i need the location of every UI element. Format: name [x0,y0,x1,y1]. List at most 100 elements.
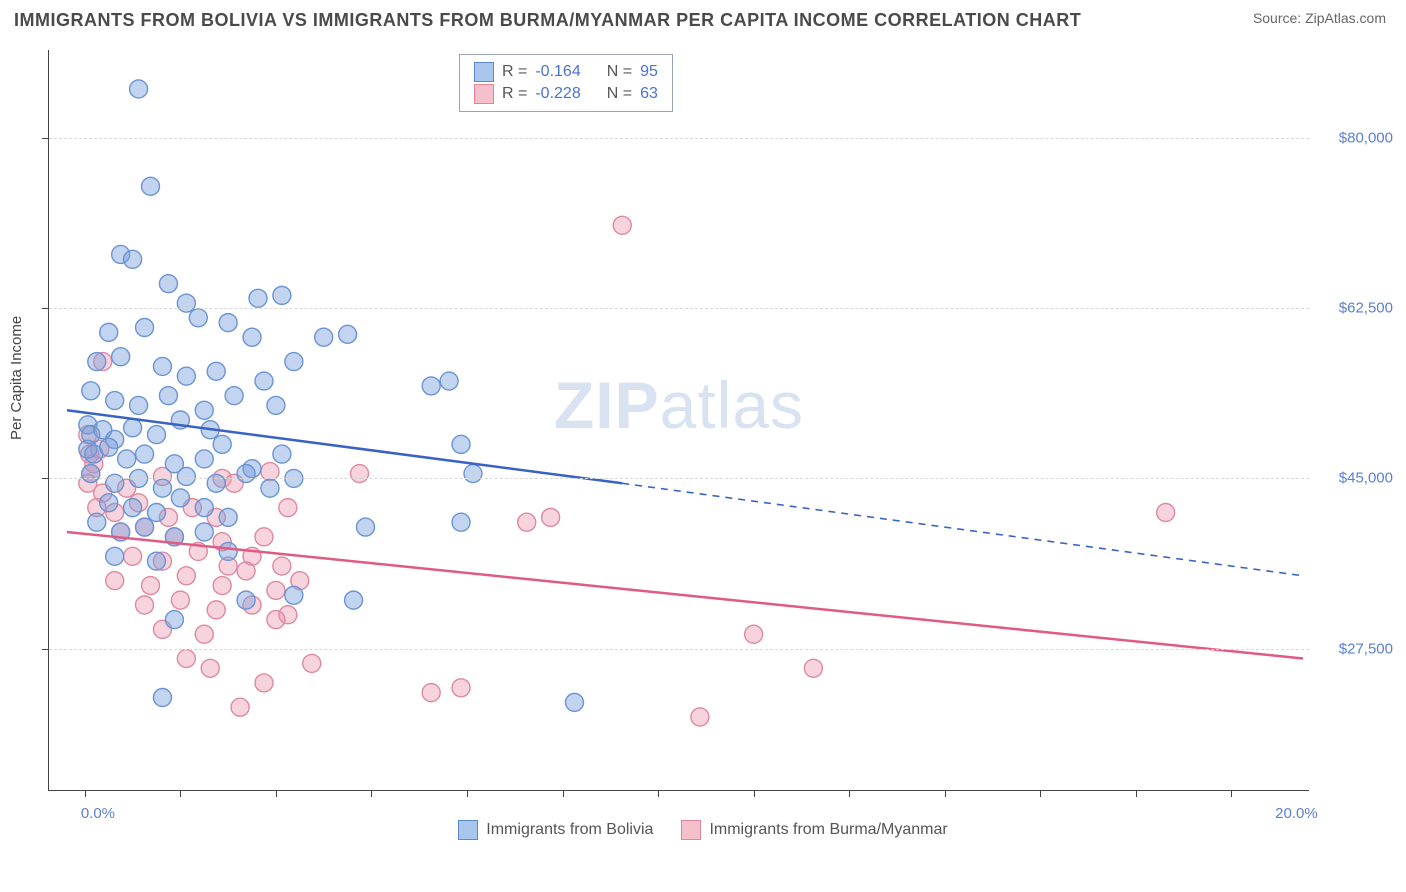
series1-point [285,353,303,371]
series1-point [464,465,482,483]
series1-point [273,445,291,463]
series2-point [171,591,189,609]
series1-point [106,474,124,492]
series2-point [422,684,440,702]
series1-point [195,499,213,517]
legend-label-series1: Immigrants from Bolivia [486,821,653,839]
series1-point [142,177,160,195]
series2-point [452,679,470,697]
y-axis-label: Per Capita Income [8,316,25,440]
series1-point [153,479,171,497]
series2-point [303,654,321,672]
series1-point [130,396,148,414]
r-value-series2: -0.228 [535,85,580,103]
series2-point [267,611,285,629]
series1-point [237,591,255,609]
series1-point [219,508,237,526]
series1-point [171,489,189,507]
series2-point [267,581,285,599]
n-value-series1: 95 [640,63,658,81]
series1-point [189,309,207,327]
series1-point [356,518,374,536]
x-tick [467,790,468,797]
series1-point [177,467,195,485]
x-tick [371,790,372,797]
series1-point [255,372,273,390]
series1-point [136,445,154,463]
legend-item-series1: Immigrants from Bolivia [458,820,653,840]
series1-point [207,362,225,380]
series2-point [201,659,219,677]
series1-point [130,80,148,98]
series2-point [231,698,249,716]
series2-point [255,674,273,692]
series1-point [136,518,154,536]
x-tick [754,790,755,797]
legend-swatch-series2 [681,820,701,840]
chart-source: Source: ZipAtlas.com [1253,10,1386,26]
stats-row-series2: R = -0.228 N = 63 [474,83,658,105]
series1-point [177,294,195,312]
series1-point [261,479,279,497]
series1-point [165,611,183,629]
series1-point [159,387,177,405]
series1-point [147,426,165,444]
series1-point [225,387,243,405]
stats-legend-box: R = -0.164 N = 95 R = -0.228 N = 63 [459,54,673,112]
x-tick [563,790,564,797]
series2-point [177,567,195,585]
series2-point [213,577,231,595]
series1-point [207,474,225,492]
series1-point [452,435,470,453]
swatch-series1 [474,62,494,82]
series2-point [273,557,291,575]
series1-point [106,392,124,410]
series2-point [745,625,763,643]
series1-point [88,353,106,371]
series1-point [82,465,100,483]
series2-point [691,708,709,726]
x-tick [85,790,86,797]
series2-point [237,562,255,580]
x-tick [1231,790,1232,797]
x-tick [276,790,277,797]
series2-point [613,216,631,234]
series1-point [195,401,213,419]
series1-point [136,319,154,337]
series2-point [124,547,142,565]
series1-point [82,382,100,400]
series2-point [207,601,225,619]
series2-point [351,465,369,483]
series1-point [237,465,255,483]
series1-point [243,328,261,346]
gridline [49,649,1309,650]
gridline [49,308,1309,309]
series1-point [565,693,583,711]
legend-item-series2: Immigrants from Burma/Myanmar [681,820,947,840]
x-tick [180,790,181,797]
series1-point [452,513,470,531]
series1-point [285,586,303,604]
series1-point [273,286,291,304]
swatch-series2 [474,84,494,104]
series1-point [159,275,177,293]
series1-point [100,494,118,512]
series2-point [1157,504,1175,522]
x-tick [658,790,659,797]
series1-point [124,499,142,517]
series1-point [88,513,106,531]
y-tick-label: $62,500 [1313,300,1393,317]
trendline-series1-dashed [622,483,1303,576]
series1-point [422,377,440,395]
series1-point [100,323,118,341]
series2-point [279,499,297,517]
x-tick [1136,790,1137,797]
series1-point [118,450,136,468]
x-tick [849,790,850,797]
chart-title: IMMIGRANTS FROM BOLIVIA VS IMMIGRANTS FR… [14,10,1081,31]
series2-point [142,577,160,595]
y-tick-label: $27,500 [1313,640,1393,657]
series1-point [195,450,213,468]
plot-area: ZIPatlas R = -0.164 N = 95 R = -0.228 N … [48,50,1309,791]
series1-point [112,348,130,366]
